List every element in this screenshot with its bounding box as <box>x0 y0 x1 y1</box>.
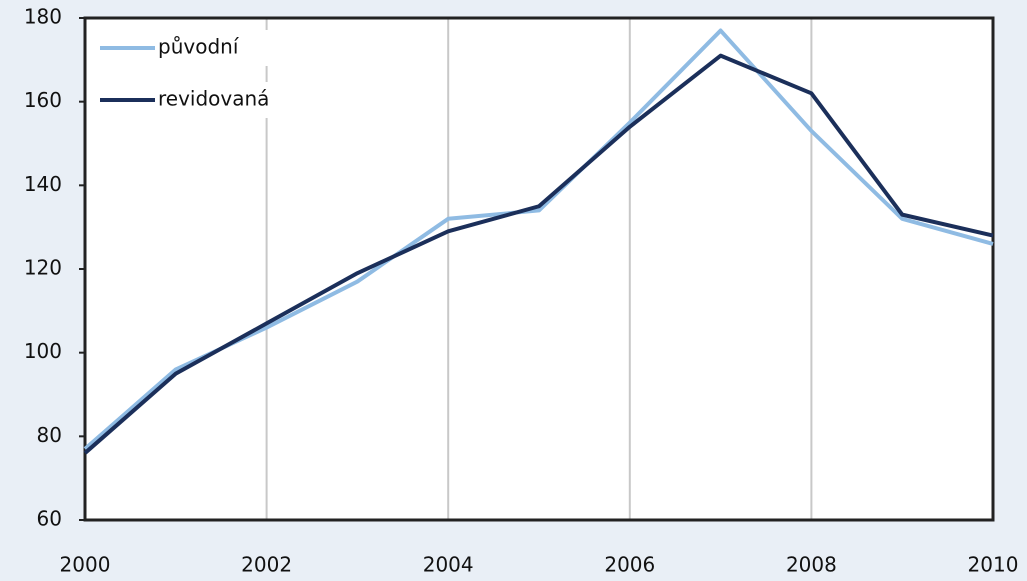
plot-border <box>83 16 995 522</box>
x-tick-label: 2004 <box>423 553 474 577</box>
legend-label: původní <box>158 35 240 59</box>
line-series <box>83 53 994 455</box>
y-tick-label: 160 <box>24 88 62 112</box>
x-tick-label: 2010 <box>968 553 1019 577</box>
x-tick-label: 2002 <box>241 553 292 577</box>
y-tick-label: 60 <box>37 507 62 531</box>
x-tick-label: 2006 <box>604 553 655 577</box>
y-tick-label: 100 <box>24 339 62 363</box>
x-tick-label: 2000 <box>60 553 111 577</box>
legend-label: revidovaná <box>158 87 269 111</box>
x-tick-label: 2008 <box>786 553 837 577</box>
y-tick-label: 180 <box>24 5 62 29</box>
y-tick-label: 120 <box>24 256 62 280</box>
y-tick-label: 140 <box>24 172 62 196</box>
y-tick-label: 80 <box>37 423 62 447</box>
